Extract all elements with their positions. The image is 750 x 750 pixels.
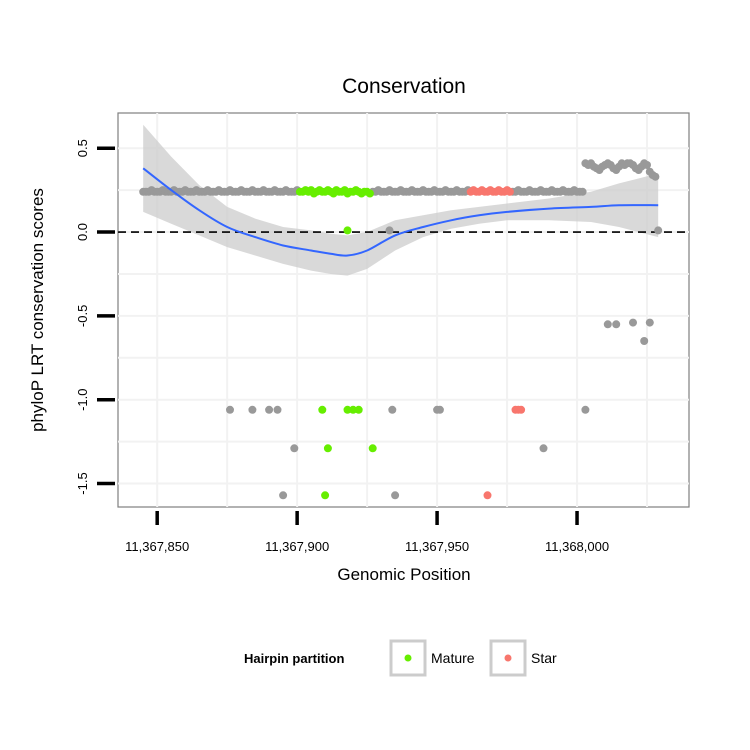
smooth-curve — [142, 167, 659, 257]
point-other — [645, 318, 654, 327]
x-tick-label: 11,368,000 — [545, 539, 609, 554]
point-other — [581, 405, 590, 414]
point-mature — [323, 444, 332, 453]
point-mature — [321, 491, 330, 500]
x-tick-label: 11,367,850 — [125, 539, 189, 554]
y-axis-label: phyloP LRT conservation scores — [28, 188, 47, 432]
legend-label-mature: Mature — [431, 650, 475, 666]
point-star — [517, 405, 526, 414]
point-other — [388, 405, 397, 414]
y-tick-label: 0.0 — [75, 223, 90, 241]
confidence-band — [143, 124, 659, 276]
point-other — [265, 405, 274, 414]
y-tick-label: -0.5 — [75, 305, 90, 327]
confidence-band-area — [143, 124, 659, 276]
point-other — [643, 161, 651, 169]
point-other — [385, 226, 394, 235]
point-other — [539, 444, 548, 453]
legend-swatch-mature — [404, 654, 412, 662]
point-mature — [354, 405, 363, 414]
legend-title: Hairpin partition — [244, 651, 344, 666]
point-mature — [318, 405, 327, 414]
point-mature — [349, 405, 358, 414]
chart-title: Conservation — [342, 75, 466, 98]
point-other — [578, 187, 587, 196]
x-tick-label: 11,367,950 — [405, 539, 469, 554]
point-other — [651, 172, 660, 181]
axes: 11,367,850 11,367,900 11,367,950 11,368,000… — [75, 139, 609, 554]
data-points — [139, 159, 663, 500]
point-other — [279, 491, 288, 500]
point-other — [603, 320, 612, 329]
point-star — [483, 491, 492, 500]
point-mature — [368, 444, 377, 453]
y-tick-label: -1.5 — [75, 472, 90, 494]
point-other — [654, 226, 663, 235]
legend-label-star: Star — [531, 650, 557, 666]
point-other — [435, 405, 444, 414]
y-tick-label: -1.0 — [75, 388, 90, 410]
x-axis-label: Genomic Position — [337, 565, 470, 584]
legend-swatch-star — [504, 654, 512, 662]
point-mature — [365, 189, 374, 198]
legend: Hairpin partition Mature Star — [244, 639, 557, 677]
point-other — [248, 405, 257, 414]
point-other — [226, 405, 234, 414]
x-tick-label: 11,367,900 — [265, 539, 329, 554]
point-other — [273, 405, 282, 414]
y-tick-label: 0.5 — [75, 139, 90, 157]
point-other — [640, 337, 649, 345]
point-mature — [343, 226, 352, 235]
point-other — [629, 318, 637, 327]
point-star — [505, 187, 514, 196]
point-other — [290, 444, 299, 453]
point-other — [612, 320, 621, 329]
smooth-line — [142, 167, 659, 257]
point-mature — [343, 405, 352, 414]
plot-panel — [117, 112, 690, 508]
point-other — [391, 491, 400, 500]
